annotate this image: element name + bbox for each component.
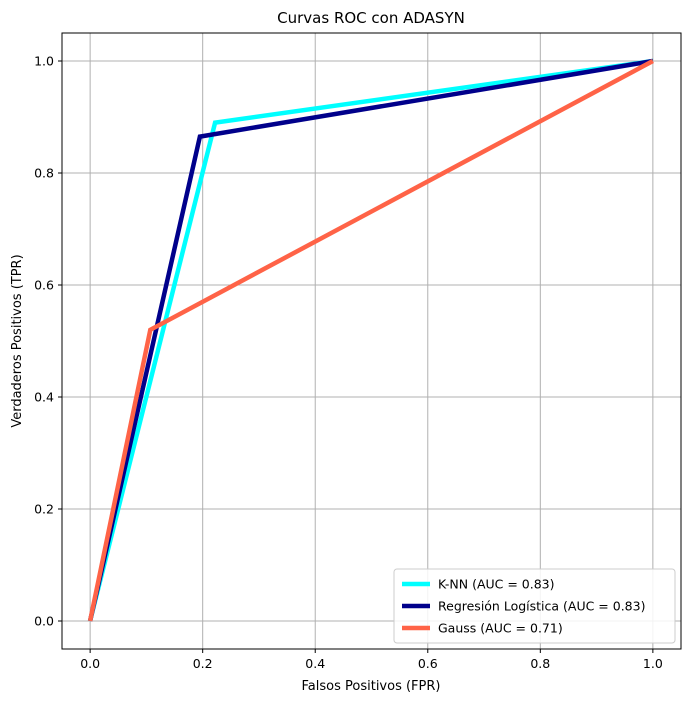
x-axis-label: Falsos Positivos (FPR) xyxy=(302,679,441,694)
chart-title: Curvas ROC con ADASYN xyxy=(277,9,465,27)
x-tick-label: 0.2 xyxy=(193,656,213,671)
x-tick-label: 0.4 xyxy=(305,656,325,671)
legend-label-0: K-NN (AUC = 0.83) xyxy=(438,577,555,592)
series-lines xyxy=(87,58,654,622)
legend: K-NN (AUC = 0.83) Regresión Logística (AU… xyxy=(393,568,676,644)
legend-label-1: Regresión Logística (AUC = 0.83) xyxy=(438,599,645,614)
x-tick-label: 0.8 xyxy=(530,656,550,671)
plot-frame xyxy=(61,32,682,650)
y-tick-label: 0.6 xyxy=(34,278,54,293)
y-tick-label: 0.0 xyxy=(34,614,54,629)
x-tick-label: 0.0 xyxy=(80,656,100,671)
series-line-0 xyxy=(87,58,654,622)
axis-ticks: 0.0 0.2 0.4 0.6 0.8 1.0 0.0 0.2 0.4 0.6 0.8 1.0 xyxy=(34,54,663,672)
y-tick-label: 0.4 xyxy=(34,390,54,405)
legend-label-2: Gauss (AUC = 0.71) xyxy=(438,621,563,636)
series-line-1 xyxy=(87,58,654,622)
y-tick-label: 0.8 xyxy=(34,166,54,181)
y-tick-label: 0.2 xyxy=(34,502,54,517)
x-tick-label: 1.0 xyxy=(643,656,663,671)
legend-box xyxy=(393,568,676,644)
series-line-2 xyxy=(87,59,654,622)
y-tick-label: 1.0 xyxy=(34,54,54,69)
x-tick-label: 0.6 xyxy=(418,656,438,671)
y-axis-label: Verdaderos Positivos (TPR) xyxy=(10,254,25,427)
